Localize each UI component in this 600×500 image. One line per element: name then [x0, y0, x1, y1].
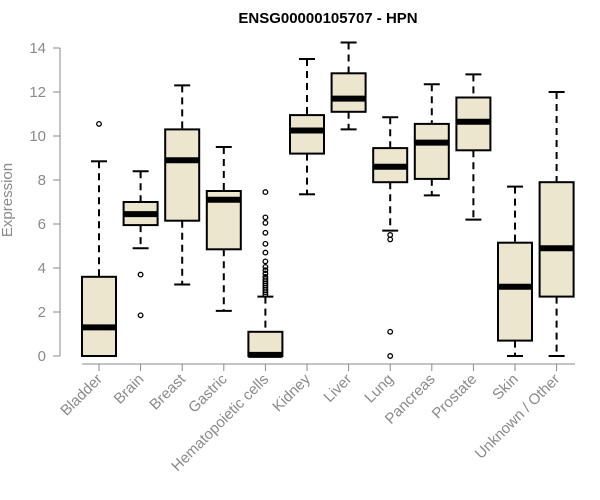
outlier-point: [262, 267, 269, 274]
box-skin: [497, 185, 533, 357]
outlier-point: [137, 312, 144, 319]
iqr-box: [164, 128, 201, 222]
outlier-point: [387, 236, 394, 243]
box-hematopoietic-cells: [247, 189, 284, 358]
x-tick-label: Liver: [320, 371, 355, 406]
x-tick-label: Bladder: [57, 371, 106, 420]
x-tick-label: Brain: [111, 371, 148, 408]
outlier-point: [96, 120, 102, 127]
outlier-point: [387, 353, 394, 359]
y-tick-label-10: 10: [29, 128, 46, 145]
outlier-point: [262, 214, 269, 221]
outlier-point: [262, 270, 269, 277]
outlier-point: [262, 240, 269, 247]
y-axis-ticks: 0 2 4 6 8 10 12 14: [29, 40, 60, 365]
iqr-box: [81, 275, 117, 357]
iqr-box: [497, 241, 533, 342]
y-tick-label-12: 12: [29, 84, 46, 101]
y-tick-label-0: 0: [38, 348, 46, 365]
chart-title: ENSG00000105707 - HPN: [238, 10, 417, 27]
box-pancreas: [413, 83, 450, 197]
y-axis-label: Expression: [0, 163, 16, 237]
outlier-point: [262, 229, 269, 236]
y-tick-label-6: 6: [38, 216, 46, 233]
outlier-point: [262, 189, 269, 196]
iqr-box: [330, 72, 367, 113]
box-breast: [164, 84, 201, 286]
box-brain: [122, 170, 159, 319]
outlier-point: [262, 291, 269, 298]
iqr-box: [538, 181, 575, 298]
box-bladder: [81, 120, 117, 357]
box-lung: [372, 116, 409, 359]
y-tick-label-8: 8: [38, 172, 46, 189]
outlier-point: [262, 289, 269, 296]
iqr-box: [289, 114, 325, 155]
outlier-point: [262, 249, 269, 256]
box-prostate: [455, 73, 492, 221]
outlier-point: [137, 271, 144, 278]
y-tick-label-14: 14: [29, 40, 46, 57]
outlier-point: [262, 219, 269, 226]
x-tick-label: Skin: [489, 371, 522, 404]
x-tick-label: Lung: [361, 371, 397, 407]
box-kidney: [289, 58, 325, 196]
outlier-point: [387, 328, 394, 335]
box-unknown-other: [538, 91, 575, 357]
x-tick-label: Breast: [146, 370, 189, 413]
outlier-point: [262, 263, 269, 270]
box-liver: [330, 41, 367, 131]
box-gastric: [205, 146, 242, 312]
iqr-box: [413, 122, 450, 180]
x-tick-label: Kidney: [269, 370, 314, 415]
y-tick-label-2: 2: [38, 304, 46, 321]
x-tick-label: Prostate: [429, 371, 481, 423]
outlier-point: [262, 258, 269, 265]
y-tick-label-4: 4: [38, 260, 46, 277]
boxes-group: [81, 41, 575, 359]
